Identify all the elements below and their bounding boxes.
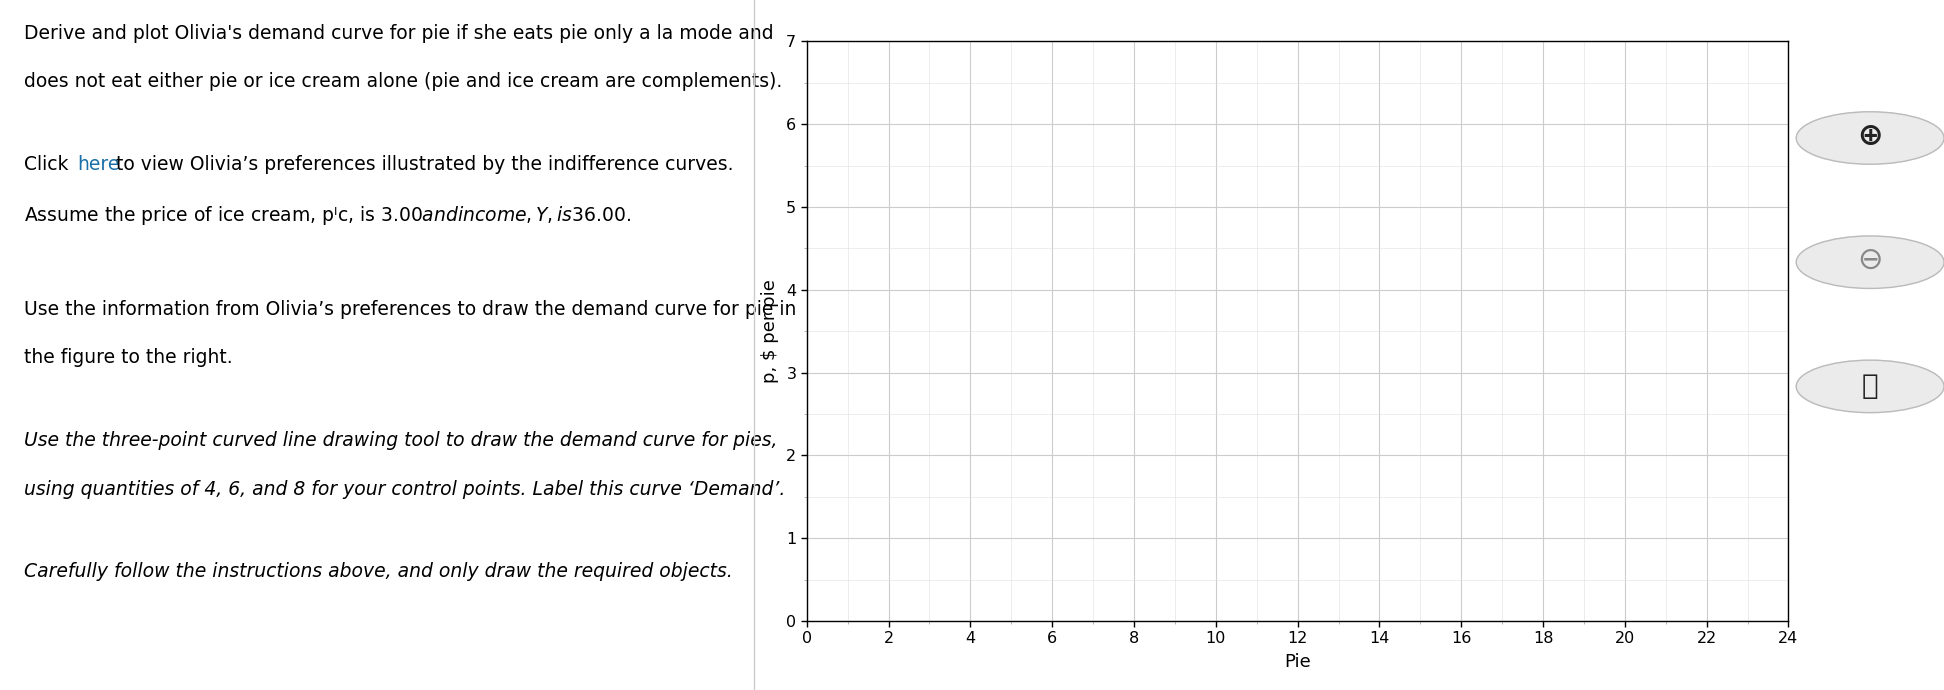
Text: Assume the price of ice cream, pᴵᴄ, is $3.00 and income, Y, is $36.00.: Assume the price of ice cream, pᴵᴄ, is $… [23,204,632,227]
Text: to view Olivia’s preferences illustrated by the indifference curves.: to view Olivia’s preferences illustrated… [111,155,733,175]
Text: ⧉: ⧉ [1862,373,1878,400]
Text: Use the information from Olivia’s preferences to draw the demand curve for pie i: Use the information from Olivia’s prefer… [23,300,797,319]
Text: the figure to the right.: the figure to the right. [23,348,233,368]
Text: ⊖: ⊖ [1857,246,1884,275]
Text: here: here [78,155,119,175]
Y-axis label: p, $ per pie: p, $ per pie [762,279,780,383]
X-axis label: Pie: Pie [1285,653,1310,671]
Text: ⊕: ⊕ [1857,122,1884,151]
Text: Click: Click [23,155,74,175]
Text: Derive and plot Olivia's demand curve for pie if she eats pie only a la mode and: Derive and plot Olivia's demand curve fo… [23,24,774,43]
Text: Use the three-point curved line drawing tool to draw the demand curve for pies,: Use the three-point curved line drawing … [23,431,778,451]
Text: using quantities of 4, 6, and 8 for your control points. Label this curve ‘Deman: using quantities of 4, 6, and 8 for your… [23,480,785,499]
Text: does not eat either pie or ice cream alone (pie and ice cream are complements).: does not eat either pie or ice cream alo… [23,72,783,92]
Text: Carefully follow the instructions above, and only draw the required objects.: Carefully follow the instructions above,… [23,562,733,582]
